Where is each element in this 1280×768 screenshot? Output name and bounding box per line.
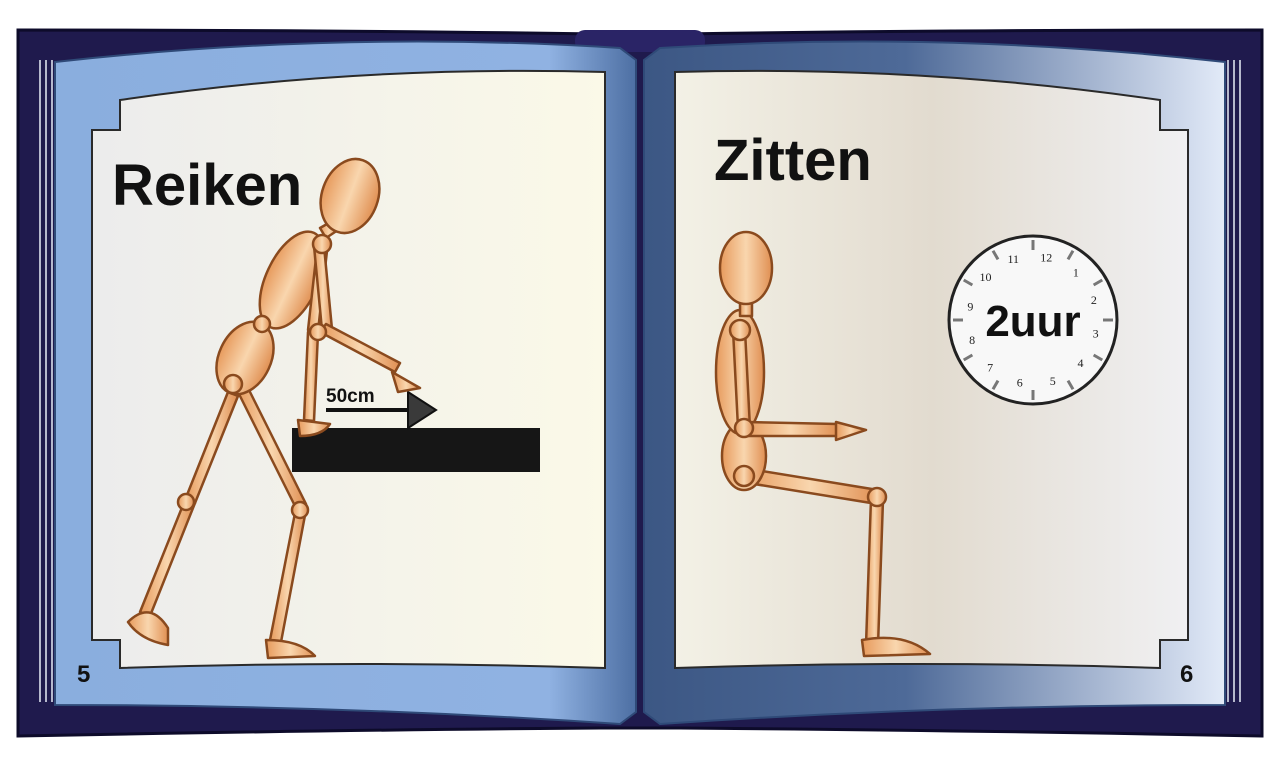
clock-number: 11 [1007, 252, 1019, 266]
clock-number: 1 [1073, 265, 1079, 279]
sitting-mannequin [714, 230, 932, 658]
clock-number: 4 [1078, 356, 1084, 370]
clock-number: 7 [987, 361, 993, 375]
left-page-number: 5 [77, 661, 90, 688]
clock-face [947, 234, 1119, 406]
left-page-title: Reiken [112, 153, 302, 218]
clock-tick [962, 353, 974, 362]
clock-tick [1066, 249, 1075, 261]
clock-number: 6 [1017, 376, 1023, 390]
left-page-paper [91, 69, 606, 670]
page-edges [39, 60, 1241, 702]
clock-tick [962, 278, 974, 287]
clock-tick [1092, 278, 1104, 287]
distance-arrow [326, 390, 438, 430]
clock-ticks [953, 240, 1113, 400]
clock-number: 8 [969, 333, 975, 347]
distance-label: 50cm [326, 386, 375, 407]
clock-numbers: 12 12 3 4 5 6 78 9 10 11 [967, 250, 1098, 389]
clock: 12 12 3 4 5 6 78 9 10 11 2uur [947, 234, 1119, 406]
clock-tick [991, 249, 1000, 261]
clock-number: 9 [967, 300, 973, 314]
clock-number: 2 [1091, 293, 1097, 307]
duration-label: 2uur [985, 297, 1080, 346]
right-page-paper [674, 69, 1189, 670]
reaching-mannequin [126, 157, 422, 660]
clock-number: 10 [979, 270, 991, 284]
right-page-title: Zitten [714, 128, 872, 193]
clock-tick [991, 379, 1000, 391]
clock-number: 12 [1040, 250, 1052, 264]
right-page-number: 6 [1180, 661, 1193, 688]
clock-tick [1092, 353, 1104, 362]
clock-number: 3 [1093, 326, 1099, 340]
clock-number: 5 [1050, 374, 1056, 388]
table [292, 428, 540, 472]
clock-tick [1066, 379, 1075, 391]
